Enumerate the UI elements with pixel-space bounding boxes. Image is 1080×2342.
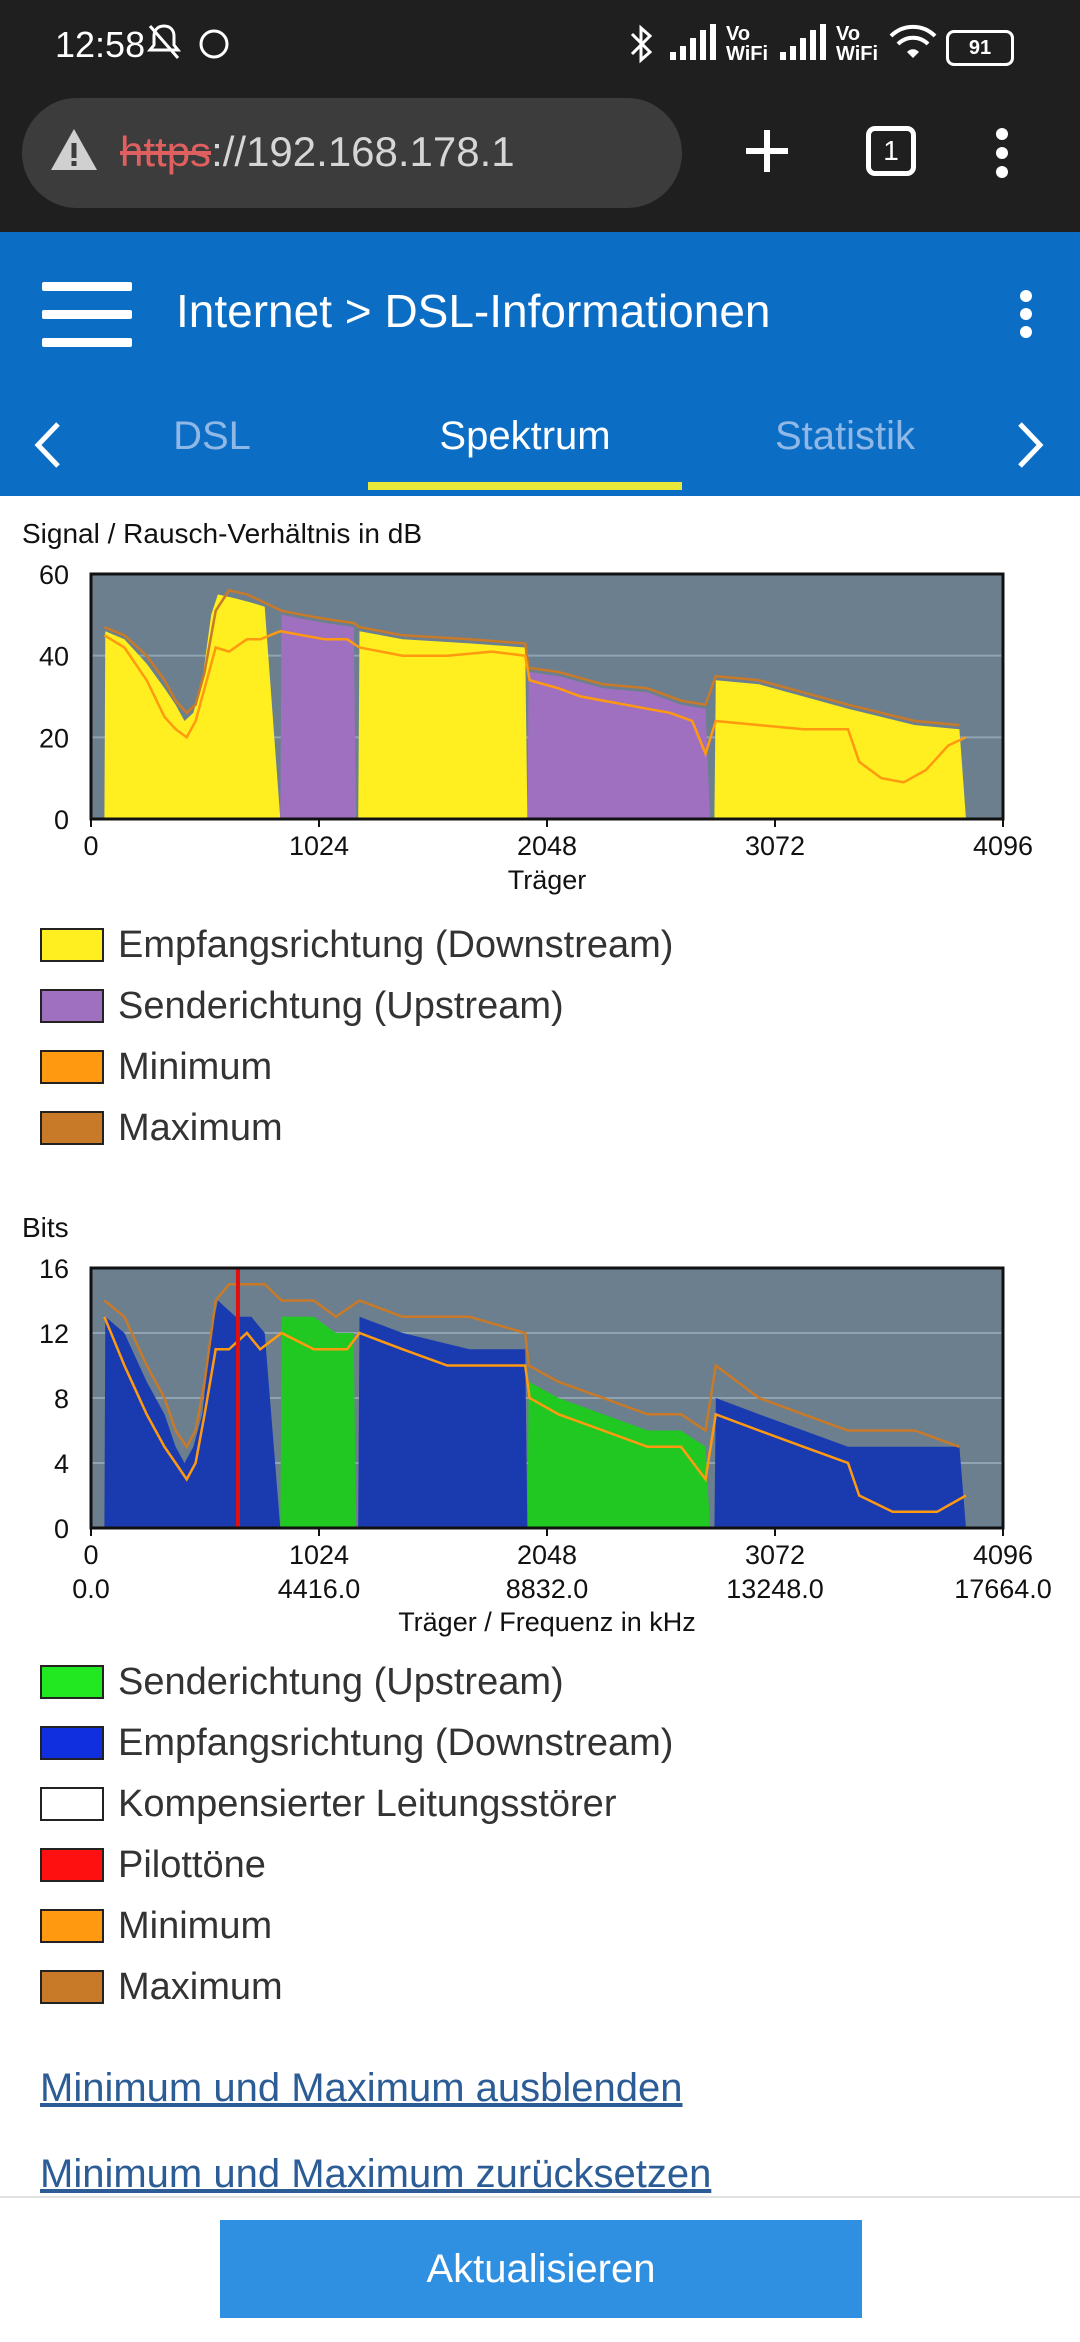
bluetooth-icon (626, 22, 656, 75)
status-time: 12:58 (55, 24, 145, 66)
reset-minmax-link[interactable]: Minimum und Maximum zurücksetzen (40, 2152, 711, 2197)
signal-icon (778, 22, 828, 71)
legend-swatch (40, 1970, 104, 2004)
bits-legend-item: Maximum (40, 1962, 283, 2012)
x-tick-label: 0 (83, 1540, 98, 1570)
x-freq-label: 4416.0 (278, 1574, 361, 1604)
legend-swatch (40, 1787, 104, 1821)
legend-label: Minimum (118, 1046, 272, 1089)
browser-menu-icon[interactable] (996, 128, 1008, 178)
x-tick-label: 1024 (289, 831, 349, 861)
tab-switcher-icon[interactable]: 1 (866, 126, 916, 176)
hamburger-menu-icon[interactable] (42, 282, 132, 348)
legend-swatch (40, 1111, 104, 1145)
legend-swatch (40, 1050, 104, 1084)
tab-statistik[interactable]: Statistik (730, 414, 960, 459)
chevron-right-icon[interactable] (1014, 418, 1048, 485)
y-tick-label: 0 (54, 1514, 69, 1544)
x-tick-label: 3072 (745, 831, 805, 861)
hide-minmax-link[interactable]: Minimum und Maximum ausblenden (40, 2066, 683, 2111)
legend-label: Pilottöne (118, 1844, 266, 1887)
vowifi-icon: Vo WiFi (726, 24, 768, 64)
x-axis-label: Träger (508, 865, 587, 895)
tab-count: 1 (883, 135, 899, 166)
mute-icon (146, 22, 182, 71)
legend-swatch (40, 1726, 104, 1760)
url-text[interactable]: https://192.168.178.1 (120, 128, 515, 176)
legend-label: Maximum (118, 1966, 283, 2009)
breadcrumb: Internet > DSL-Informationen (176, 284, 771, 338)
bits-chart: 048121600.010244416.020488832.0307213248… (0, 1250, 1080, 1650)
legend-swatch (40, 1909, 104, 1943)
x-freq-label: 0.0 (72, 1574, 110, 1604)
legend-label: Senderichtung (Upstream) (118, 1661, 564, 1704)
x-freq-label: 8832.0 (506, 1574, 589, 1604)
legend-swatch (40, 1848, 104, 1882)
bits-legend-item: Pilottöne (40, 1840, 266, 1890)
x-tick-label: 3072 (745, 1540, 805, 1570)
chevron-left-icon[interactable] (30, 418, 64, 485)
legend-swatch (40, 928, 104, 962)
battery-icon: 91 (946, 30, 1014, 66)
legend-label: Kompensierter Leitungsstörer (118, 1783, 616, 1826)
breadcrumb-separator: > (345, 285, 372, 337)
legend-swatch (40, 1665, 104, 1699)
refresh-button[interactable]: Aktualisieren (220, 2220, 862, 2318)
y-tick-label: 20 (39, 723, 69, 753)
vowifi-top-label: Vo (726, 23, 750, 45)
x-tick-label: 0 (83, 831, 98, 861)
snr-legend-item: Maximum (40, 1103, 283, 1153)
x-freq-label: 13248.0 (726, 1574, 824, 1604)
y-tick-label: 8 (54, 1384, 69, 1414)
y-tick-label: 40 (39, 642, 69, 672)
y-tick-label: 16 (39, 1254, 69, 1284)
x-tick-label: 4096 (973, 1540, 1033, 1570)
legend-label: Minimum (118, 1905, 272, 1948)
snr-legend-item: Empfangsrichtung (Downstream) (40, 920, 673, 970)
tab-spektrum[interactable]: Spektrum (400, 414, 650, 459)
x-tick-label: 2048 (517, 1540, 577, 1570)
snr-legend-item: Senderichtung (Upstream) (40, 981, 564, 1031)
snr-chart-ylabel: Signal / Rausch-Verhältnis in dB (22, 518, 422, 550)
bits-legend-item: Senderichtung (Upstream) (40, 1657, 564, 1707)
vowifi-bottom-label: WiFi (836, 43, 878, 65)
vowifi-bottom-label: WiFi (726, 43, 768, 65)
snr-chart: 0 20 40 60 0 1024 2048 3072 4096 Träger (0, 560, 1080, 910)
tab-dsl[interactable]: DSL (112, 414, 312, 459)
x-freq-label: 17664.0 (954, 1574, 1052, 1604)
legend-swatch (40, 989, 104, 1023)
legend-label: Empfangsrichtung (Downstream) (118, 924, 673, 967)
x-tick-label: 1024 (289, 1540, 349, 1570)
legend-label: Senderichtung (Upstream) (118, 985, 564, 1028)
wifi-icon (888, 22, 938, 71)
bits-chart-ylabel: Bits (22, 1212, 69, 1244)
new-tab-icon[interactable] (742, 126, 792, 180)
vowifi-top-label: Vo (836, 23, 860, 45)
y-tick-label: 0 (54, 805, 69, 835)
status-bar: 12:58 Vo WiFi Vo WiFi 91 (0, 0, 1080, 96)
x-axis-label: Träger / Frequenz in kHz (398, 1607, 696, 1637)
vowifi-icon: Vo WiFi (836, 24, 878, 64)
bits-legend-item: Kompensierter Leitungsstörer (40, 1779, 616, 1829)
bits-legend-item: Minimum (40, 1901, 272, 1951)
page-menu-icon[interactable] (1020, 290, 1032, 340)
active-tab-indicator (368, 482, 682, 490)
y-tick-label: 12 (39, 1319, 69, 1349)
warning-icon[interactable] (48, 126, 100, 178)
signal-icon (668, 22, 718, 71)
circle-icon (196, 22, 232, 71)
battery-level: 91 (969, 37, 991, 59)
page-title: DSL-Informationen (384, 285, 770, 337)
y-tick-label: 4 (54, 1449, 69, 1479)
breadcrumb-parent[interactable]: Internet (176, 285, 332, 337)
x-tick-label: 2048 (517, 831, 577, 861)
legend-label: Maximum (118, 1107, 283, 1150)
snr-legend-item: Minimum (40, 1042, 272, 1092)
x-tick-label: 4096 (973, 831, 1033, 861)
url-host: ://192.168.178.1 (211, 128, 515, 175)
y-tick-label: 60 (39, 560, 69, 590)
bits-legend-item: Empfangsrichtung (Downstream) (40, 1718, 673, 1768)
legend-label: Empfangsrichtung (Downstream) (118, 1722, 673, 1765)
url-scheme: https (120, 128, 211, 175)
